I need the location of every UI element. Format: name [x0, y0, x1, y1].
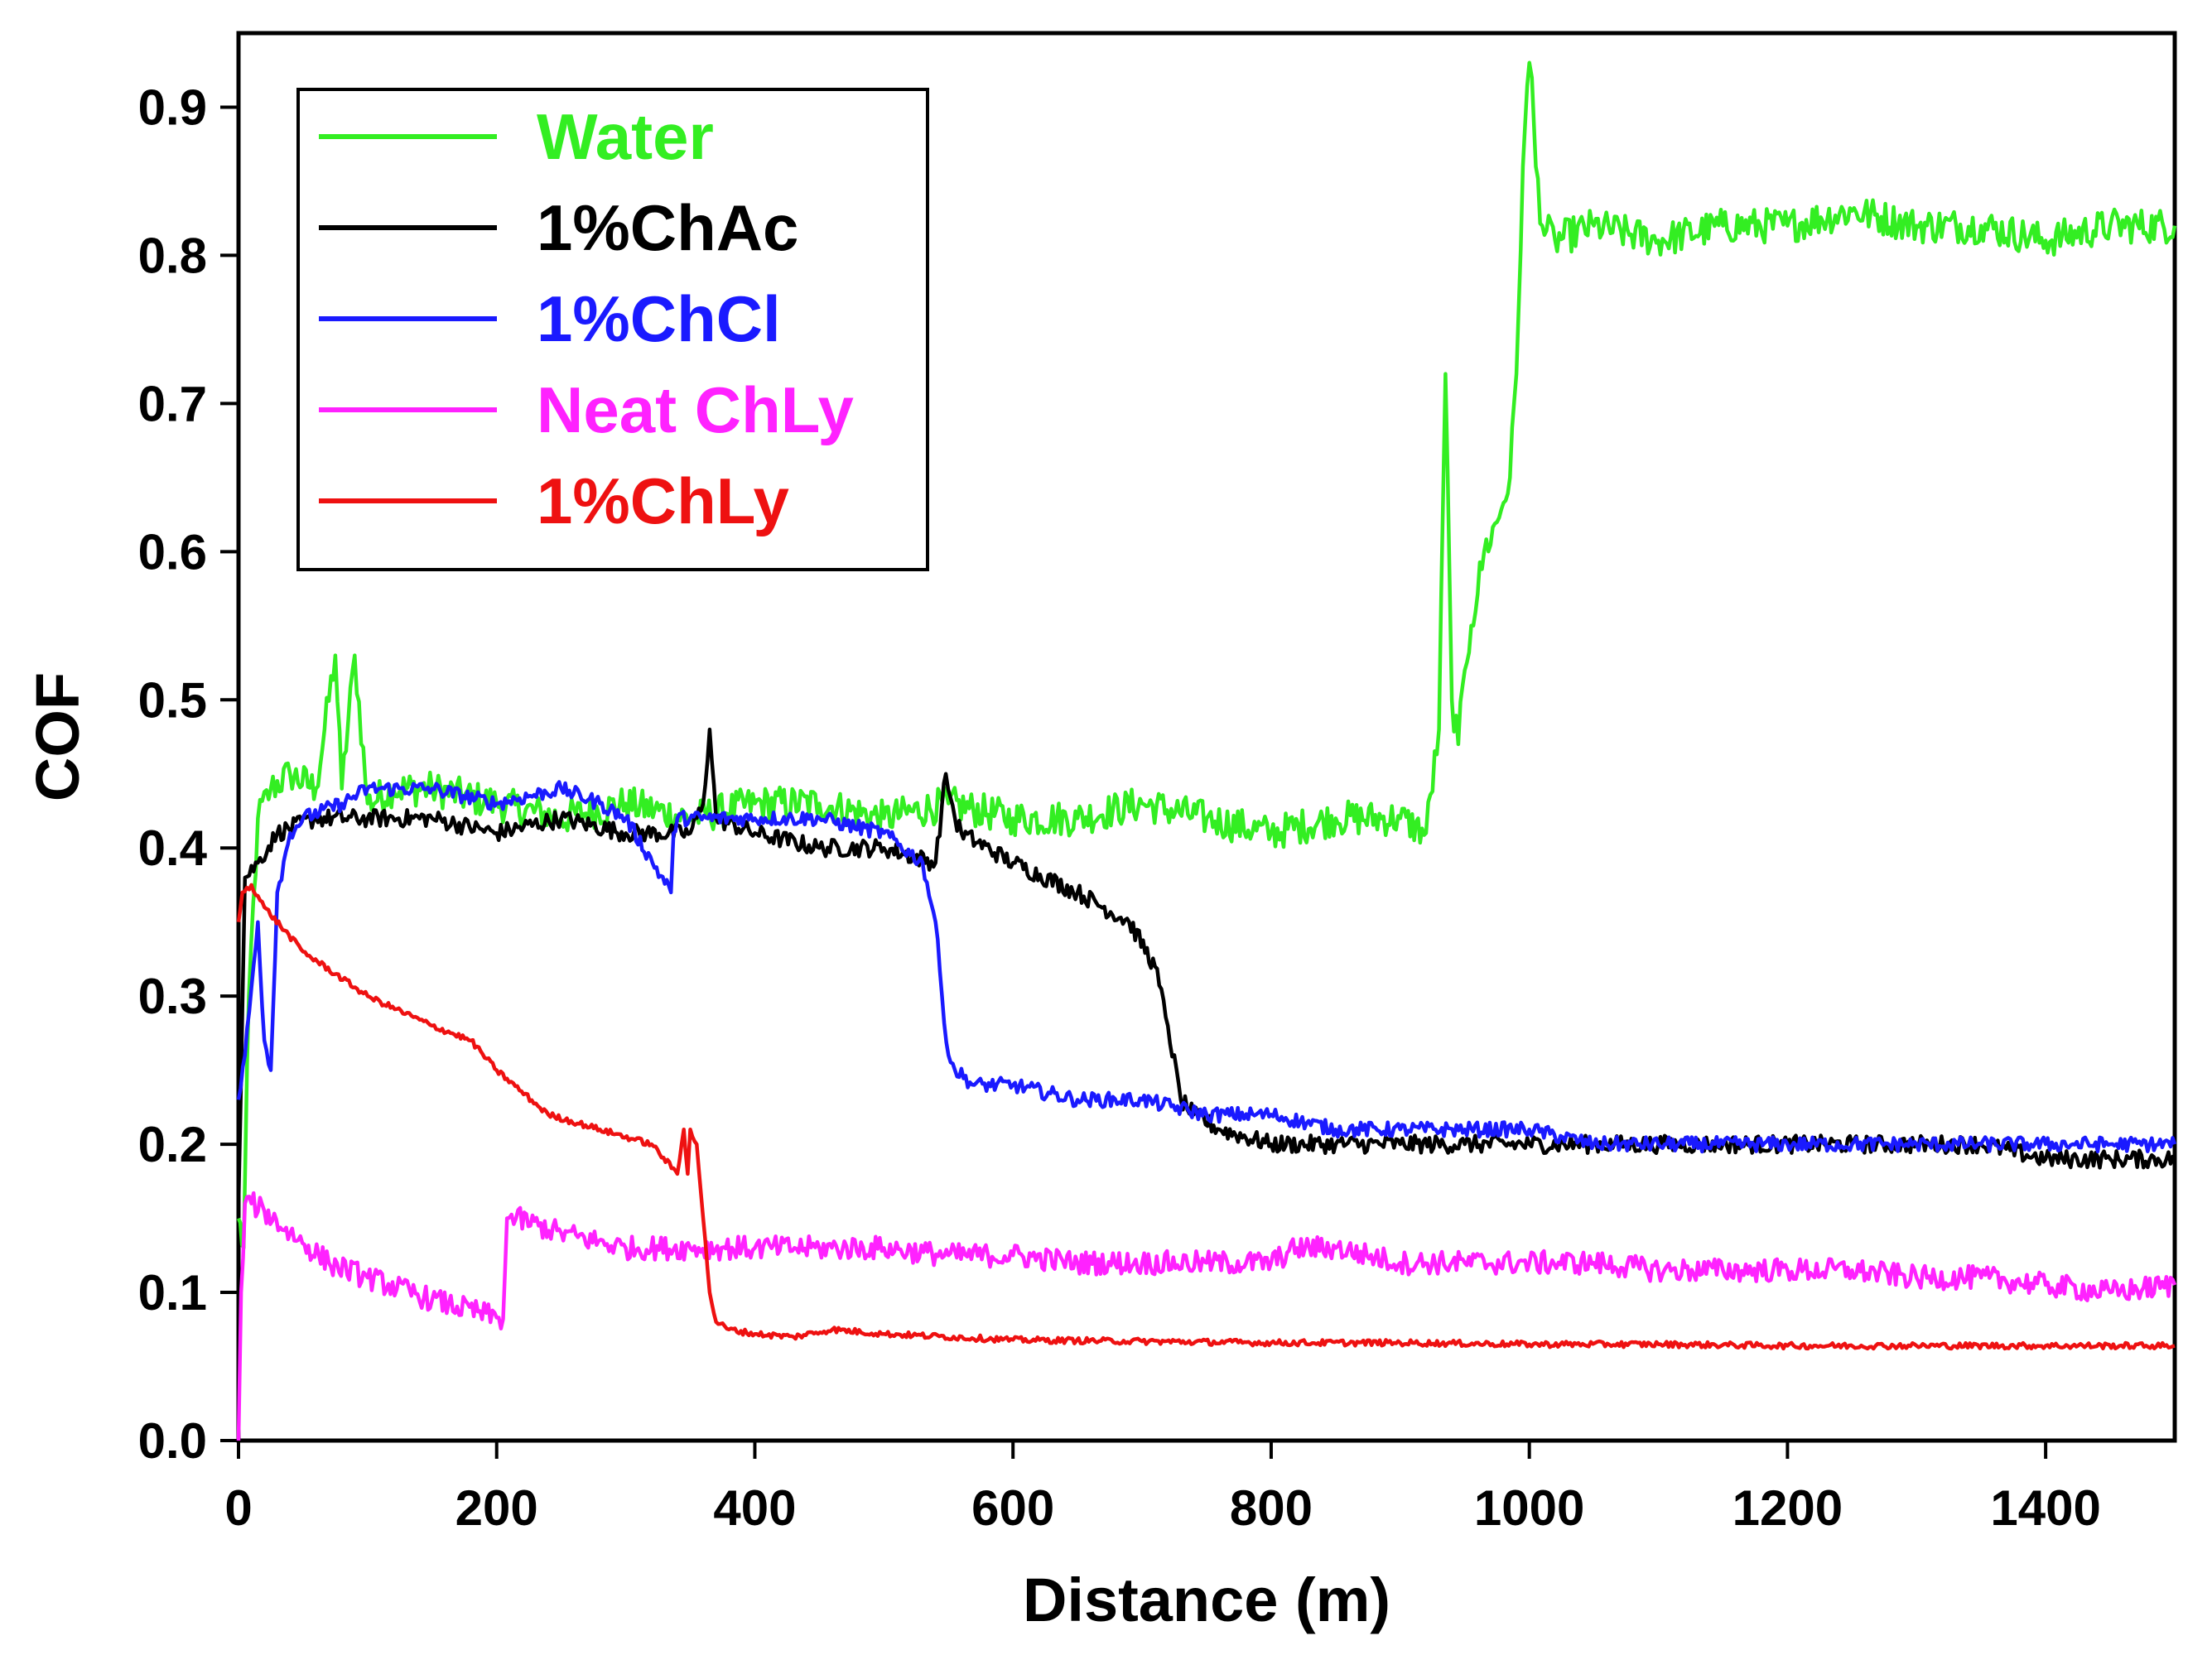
- legend-box: [296, 88, 929, 571]
- y-tick-label: 0.2: [138, 1117, 207, 1172]
- legend-label-4: Neat ChLy: [537, 373, 854, 446]
- y-tick-label: 0.9: [138, 79, 207, 135]
- y-tick-label: 0.1: [138, 1265, 207, 1321]
- x-tick-label: 800: [1230, 1480, 1313, 1536]
- series-lines: [236, 60, 2177, 1441]
- legend-label-2: 1%ChAc: [537, 191, 798, 264]
- y-tick-label: 0.8: [138, 228, 207, 283]
- y-tick-label: 0.4: [138, 820, 208, 876]
- y-tick-label: 0.5: [138, 672, 207, 728]
- x-tick-label: 200: [455, 1480, 538, 1536]
- x-tick-label: 0: [224, 1480, 252, 1536]
- plot-frame: [236, 31, 2177, 1443]
- series-line-3: [236, 780, 2177, 1154]
- x-tick-label: 1000: [1474, 1480, 1584, 1536]
- y-tick-label: 0.0: [138, 1413, 207, 1469]
- x-axis-title: Distance (m): [1023, 1566, 1390, 1634]
- legend: Water 1%ChAc 1%ChCl Neat ChLy 1%ChLy: [296, 88, 929, 571]
- series-line-4: [236, 1191, 2177, 1441]
- y-tick-label: 0.6: [138, 524, 207, 580]
- y-axis-title: COF: [23, 672, 92, 801]
- series-line-5: [236, 883, 2176, 1351]
- x-tick-label: 1200: [1732, 1480, 1843, 1536]
- legend-label-1: Water: [537, 100, 714, 173]
- legend-label-5: 1%ChLy: [537, 464, 789, 537]
- legend-label-3: 1%ChCl: [537, 282, 781, 355]
- x-tick-label: 400: [713, 1480, 796, 1536]
- x-tick-label: 1400: [1990, 1480, 2100, 1536]
- y-tick-label: 0.3: [138, 969, 207, 1024]
- series-line-2: [236, 727, 2176, 1204]
- axis-ticks: 0 200 400 600 800 1000 1200 1400 0.0 0.1 0.2 0.3 0.4…: [138, 79, 2101, 1536]
- y-tick-label: 0.7: [138, 376, 207, 431]
- x-tick-label: 600: [971, 1480, 1054, 1536]
